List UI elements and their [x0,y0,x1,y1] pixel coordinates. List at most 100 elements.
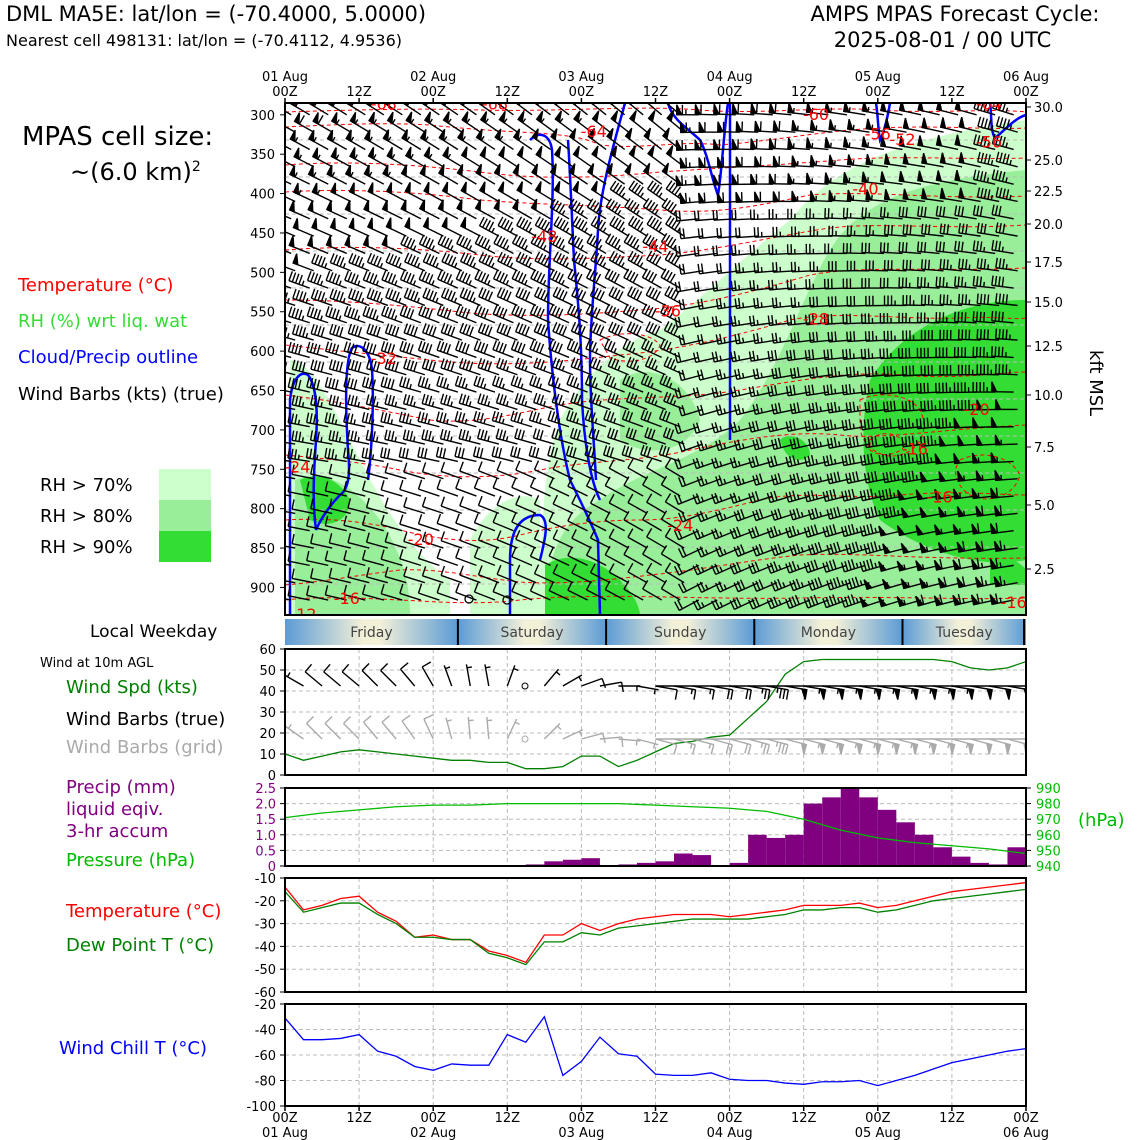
cross-section-wind-barb [644,356,666,376]
cross-section-wind-barb [515,322,537,341]
rh-80-swatch [159,500,211,531]
cross-section-wind-barb [641,338,662,359]
cross-section-wind-barb [935,134,959,151]
cross-section-wind-barb [326,164,348,185]
cross-section-wind-barb [748,386,773,398]
cross-section-wind-barb [456,234,477,255]
bottom-tick-day-label: 02 Aug [410,1126,456,1140]
cross-section-wind-barb [715,475,741,487]
cross-section-wind-barb [604,545,625,566]
cross-section-wind-barb [347,288,370,307]
cross-section-wind-barb [361,584,384,601]
cross-section-wind-barb [496,564,518,584]
kft-tick-label: 22.5 [1034,185,1063,200]
cross-section-wind-barb [418,234,440,255]
axis-tick-label: 0 [268,860,276,875]
cross-section-wind-barb [532,428,555,445]
cross-section-wind-barb [324,515,347,532]
cross-section-wind-barb [711,528,737,540]
cross-section-wind-barb [361,447,384,463]
cross-section-wind-barb [511,512,533,532]
kft-tick-label: 7.5 [1034,441,1055,456]
axis-tick-label: 0.5 [255,844,276,859]
cross-section-wind-barb [957,293,981,307]
cross-section-wind-barb [287,412,310,428]
cross-section-wind-barb [972,311,996,324]
cross-section-wind-barb [417,548,440,567]
cross-section-wind-barb [478,251,500,272]
precip-bar [859,797,878,866]
cross-section-wind-barb [692,599,718,611]
cross-section-wind-barb [626,356,648,376]
cross-section-wind-barb [285,180,292,185]
precip-bar [544,861,563,866]
windchill-axis: -20 -40 -60 -80 -100 [246,998,285,1115]
cross-section-wind-barb [311,217,333,237]
cross-section-wind-barb [660,545,681,566]
cross-section-wind-barb [694,104,718,116]
wind-barb-grid [896,738,919,755]
cross-section-wind-barb [977,151,1000,168]
cross-section-wind-barb [307,200,329,220]
cross-section-wind-barb [553,216,574,237]
cross-section-wind-barb [674,458,699,470]
windchill-panel [285,1004,1026,1106]
cross-section-wind-barb [846,189,870,203]
cross-section-wind-barb [405,111,426,133]
cross-section-wind-barb [589,357,611,376]
cross-section-wind-barb [285,402,296,411]
cross-section-wind-barb [571,459,592,480]
wind-barb-grid [692,738,715,755]
cross-section-wind-barb [609,180,630,203]
cross-section-wind-barb [623,580,644,601]
cross-section-wind-barb [627,215,648,237]
cross-section-wind-barb [729,492,755,504]
cross-section-wind-barb [954,205,977,220]
cross-section-wind-barb [422,217,444,237]
cross-section-wind-barb [606,127,626,151]
precip-label-2: liquid eqiv. [66,799,164,820]
cross-section-wind-barb [344,235,366,255]
cross-section-wind-barb [935,276,959,289]
cross-section-wind-barb [285,437,296,445]
temperature-contour-label: -16 [334,589,360,608]
axis-tick-label: 970 [1036,813,1061,828]
bottom-tick-hour-label: 12Z [643,1111,669,1126]
cross-section-wind-barb [953,276,977,289]
cross-section-wind-barb [534,216,555,237]
cross-section-wind-barb [642,545,663,566]
cross-section-wind-barb [417,583,440,601]
top-tick-hour-label: 12Z [643,85,669,100]
cross-section-wind-barb [380,447,403,463]
temperature-contour-label: -44 [642,237,668,256]
cross-section-wind-barb [842,207,866,220]
cross-section-wind-barb [437,199,459,220]
cross-section-wind-barb [366,323,389,341]
top-tick-hour-label: 00Z [569,85,595,100]
cross-section-wind-barb [310,359,333,376]
cross-section-wind-barb [473,304,496,324]
cross-section-wind-barb [608,251,629,272]
cross-section-wind-barb [473,375,496,393]
axis-tick-label: 50 [259,664,276,679]
wind-barb-grid [655,738,678,755]
cross-section-wind-barb [694,139,718,151]
cross-section-wind-barb [935,241,959,255]
cross-section-wind-barb [571,286,592,307]
cross-section-wind-barb [327,103,348,116]
cross-section-wind-barb [306,481,329,497]
cross-section-wind-barb [384,323,407,341]
precip-bar [766,837,786,866]
axis-tick-label: -60 [255,1049,276,1064]
cross-section-wind-barb [399,479,422,497]
cross-section-wind-barb [902,188,926,203]
cross-section-wind-barb [623,510,644,532]
cross-section-wind-barb [512,128,533,151]
top-tick-hour-label: 12Z [346,85,372,100]
bottom-tick-hour-label: 12Z [939,1111,965,1126]
cross-section-wind-barb [822,594,848,609]
cross-section-wind-barb [343,306,366,324]
cross-section-wind-barb [382,164,403,185]
cross-section-wind-barb [328,567,351,584]
weekday-cell [902,619,1026,645]
